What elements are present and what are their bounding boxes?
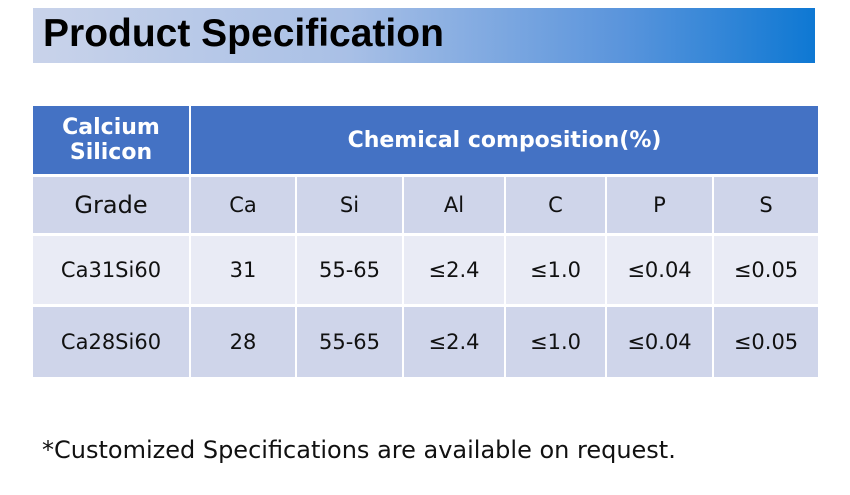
table-cell: ≤1.0 <box>506 307 605 377</box>
table-cell: ≤2.4 <box>404 307 504 377</box>
table-head: Calcium Silicon <box>33 106 189 174</box>
table-cell: ≤0.05 <box>714 307 818 377</box>
table-cell: ≤0.04 <box>607 236 712 304</box>
table-cell: ≤0.04 <box>607 307 712 377</box>
table-cell: Ca <box>191 177 295 233</box>
table-cell: 28 <box>191 307 295 377</box>
table-cell: 31 <box>191 236 295 304</box>
table-cell: Ca31Si60 <box>33 236 189 304</box>
table-cell: ≤2.4 <box>404 236 504 304</box>
table-cell: Si <box>297 177 402 233</box>
table-cell: S <box>714 177 818 233</box>
table-cell: ≤1.0 <box>506 236 605 304</box>
footnote: *Customized Specifications are available… <box>42 436 676 464</box>
spec-table: Calcium Silicon Chemical composition(%) … <box>33 106 818 377</box>
table-cell: Grade <box>33 177 189 233</box>
table-cell: ≤0.05 <box>714 236 818 304</box>
title-bar: Product Specification <box>33 8 815 63</box>
table-head: Chemical composition(%) <box>191 106 818 174</box>
table-cell: Ca28Si60 <box>33 307 189 377</box>
table-cell: C <box>506 177 605 233</box>
table-cell: Al <box>404 177 504 233</box>
table-cell: 55-65 <box>297 307 402 377</box>
table-cell: 55-65 <box>297 236 402 304</box>
title: Product Specification <box>43 12 444 55</box>
table-cell: P <box>607 177 712 233</box>
